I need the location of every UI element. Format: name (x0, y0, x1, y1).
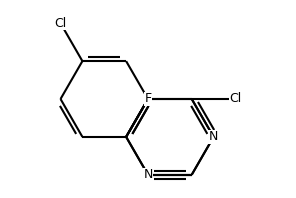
Text: Cl: Cl (54, 17, 67, 30)
Text: F: F (144, 92, 152, 106)
Text: N: N (209, 130, 218, 143)
Text: N: N (143, 168, 153, 181)
Text: Cl: Cl (229, 92, 242, 106)
